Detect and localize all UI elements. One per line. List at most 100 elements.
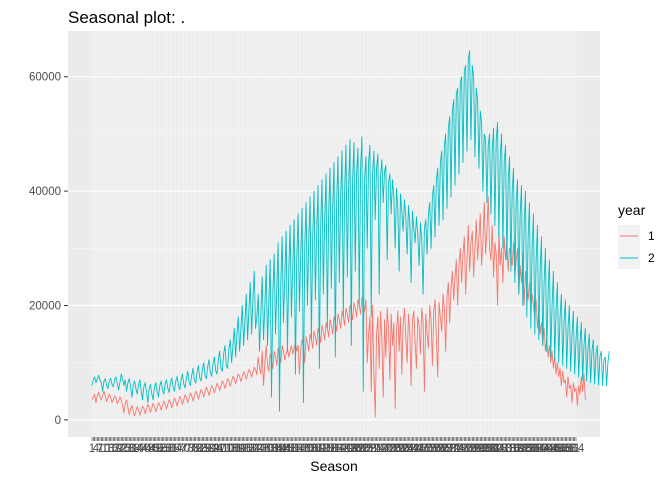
x-tick-label: 82 bbox=[193, 443, 206, 455]
x-tick-label: 346 bbox=[541, 443, 560, 455]
x-tick-label: 190 bbox=[334, 443, 353, 455]
x-tick-label: 130 bbox=[254, 443, 273, 455]
x-tick-label: 310 bbox=[493, 443, 512, 455]
x-tick-label: 226 bbox=[382, 443, 401, 455]
legend: year 1 2 bbox=[618, 202, 655, 269]
x-tick-label: 211 bbox=[362, 443, 380, 455]
x-tick-label: 10 bbox=[98, 443, 111, 455]
x-tick-label: 202 bbox=[350, 443, 369, 455]
x-tick-label: 142 bbox=[270, 443, 289, 455]
x-tick-label: 124 bbox=[246, 443, 266, 455]
x-tick-label: 220 bbox=[374, 443, 393, 455]
x-tick-label: 235 bbox=[394, 443, 413, 455]
x-tick-label: 100 bbox=[214, 443, 233, 455]
x-tick-label: 250 bbox=[413, 443, 432, 455]
x-tick-label: 265 bbox=[433, 443, 452, 455]
x-tick-label: 364 bbox=[565, 443, 585, 455]
x-tick-label: 289 bbox=[465, 443, 484, 455]
x-tick-label: 229 bbox=[386, 443, 405, 455]
x-tick-label: 307 bbox=[489, 443, 508, 455]
x-tick-label: 292 bbox=[469, 443, 488, 455]
series-line-1 bbox=[91, 196, 586, 418]
series-line-2 bbox=[91, 50, 610, 412]
x-tick-label: 169 bbox=[306, 443, 325, 455]
x-tick-label: 109 bbox=[226, 443, 245, 455]
x-tick-label: 1 bbox=[89, 443, 95, 455]
x-tick-label: 241 bbox=[402, 443, 421, 455]
x-tick-label: 352 bbox=[549, 443, 568, 455]
x-tick-label: 37 bbox=[133, 443, 146, 455]
x-tick-label: 247 bbox=[410, 443, 429, 455]
x-tick-label: 19 bbox=[110, 443, 123, 455]
x-tick-label: 145 bbox=[274, 443, 293, 455]
x-tick-label: 121 bbox=[242, 443, 261, 455]
x-tick-label: 157 bbox=[290, 443, 309, 455]
x-tick-label: 52 bbox=[153, 443, 166, 455]
x-tick-label: 187 bbox=[330, 443, 349, 455]
x-tick-label: 217 bbox=[370, 443, 389, 455]
x-tick-label: 337 bbox=[529, 443, 548, 455]
x-tick-label: 112 bbox=[230, 443, 248, 455]
x-tick-label: 271 bbox=[441, 443, 460, 455]
x-tick-label: 313 bbox=[497, 443, 516, 455]
x-tick-label: 214 bbox=[366, 443, 386, 455]
x-tick-label: 298 bbox=[477, 443, 496, 455]
x-tick-label: 349 bbox=[545, 443, 564, 455]
x-tick-label: 97 bbox=[213, 443, 226, 455]
legend-title: year bbox=[618, 202, 646, 218]
x-tick-label: 160 bbox=[294, 443, 313, 455]
x-tick-label: 163 bbox=[298, 443, 317, 455]
x-tick-label: 304 bbox=[485, 443, 505, 455]
x-tick-label: 88 bbox=[201, 443, 214, 455]
x-tick-label: 43 bbox=[141, 443, 154, 455]
x-tick-label: 178 bbox=[318, 443, 337, 455]
x-tick-label: 58 bbox=[161, 443, 174, 455]
x-tick-label: 238 bbox=[398, 443, 417, 455]
x-tick-label: 7 bbox=[97, 443, 103, 455]
x-tick-label: 91 bbox=[205, 443, 218, 455]
x-tick-label: 28 bbox=[122, 443, 135, 455]
x-tick-label: 13 bbox=[102, 443, 115, 455]
x-tick-label: 334 bbox=[525, 443, 545, 455]
x-tick-label: 166 bbox=[302, 443, 321, 455]
x-tick-label: 196 bbox=[342, 443, 361, 455]
chart-title: Seasonal plot: . bbox=[68, 8, 185, 27]
x-tick-label: 259 bbox=[425, 443, 444, 455]
x-tick-label: 343 bbox=[537, 443, 556, 455]
x-tick-label: 67 bbox=[173, 443, 186, 455]
x-tick-label: 184 bbox=[326, 443, 346, 455]
x-axis-title: Season bbox=[310, 458, 357, 474]
x-tick-label: 361 bbox=[561, 443, 580, 455]
x-tick-label: 181 bbox=[322, 443, 341, 455]
x-tick-label: 199 bbox=[346, 443, 365, 455]
x-tick-label: 325 bbox=[513, 443, 532, 455]
x-tick-label: 208 bbox=[358, 443, 377, 455]
x-tick-label: 277 bbox=[449, 443, 468, 455]
x-tick-label: 85 bbox=[197, 443, 210, 455]
x-tick-label: 274 bbox=[445, 443, 465, 455]
x-tick-label: 94 bbox=[209, 443, 222, 455]
x-tick-label: 268 bbox=[437, 443, 456, 455]
x-tick-label: 283 bbox=[457, 443, 476, 455]
x-tick-label: 355 bbox=[553, 443, 572, 455]
x-tick-label: 34 bbox=[129, 443, 142, 455]
y-tick-label: 40000 bbox=[29, 186, 61, 198]
x-tick-label: 295 bbox=[473, 443, 492, 455]
x-tick-label: 64 bbox=[169, 443, 182, 455]
x-tick-label: 76 bbox=[185, 443, 198, 455]
x-tick-label: 106 bbox=[222, 443, 241, 455]
x-tick-label: 70 bbox=[177, 443, 190, 455]
y-tick-label: 0 bbox=[55, 415, 61, 427]
x-tick-label: 148 bbox=[278, 443, 297, 455]
x-tick-label: 22 bbox=[114, 443, 127, 455]
legend-label-1: 1 bbox=[648, 229, 655, 243]
x-tick-label: 103 bbox=[218, 443, 237, 455]
y-tick-label: 60000 bbox=[29, 72, 61, 84]
x-tick-label: 319 bbox=[505, 443, 524, 455]
x-tick-label: 46 bbox=[145, 443, 158, 455]
x-tick-label: 253 bbox=[417, 443, 436, 455]
x-tick-label: 301 bbox=[481, 443, 500, 455]
x-tick-label: 193 bbox=[338, 443, 357, 455]
y-axis: 0 20000 40000 60000 bbox=[29, 72, 68, 427]
